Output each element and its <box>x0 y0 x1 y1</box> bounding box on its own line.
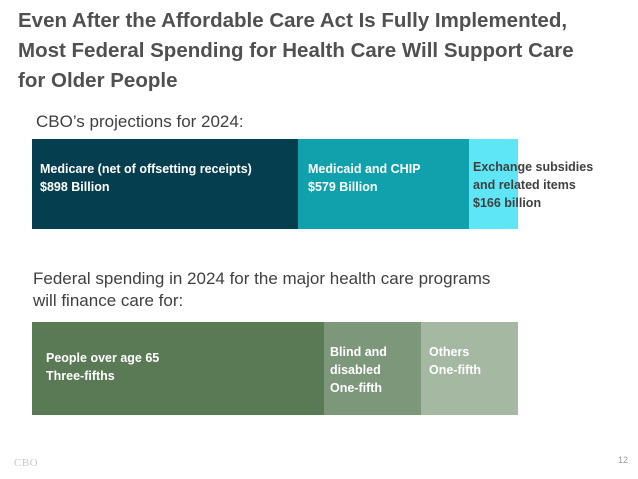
segment-label-line: Blind and <box>330 345 387 359</box>
segment-label-line: Medicaid and CHIP <box>308 162 421 176</box>
chart1-subtitle: CBO’s projections for 2024: <box>36 112 244 131</box>
segment-label: Exchange subsidies and related items $166 … <box>473 158 593 212</box>
bar-segment-people-over-age-65: People over age 65 Three-fifths <box>32 322 324 415</box>
segment-label: Medicare (net of offsetting receipts) $89… <box>40 160 252 196</box>
segment-label-line: $579 Billion <box>308 180 378 194</box>
segment-label: People over age 65 Three-fifths <box>46 349 159 385</box>
bar-segment-blind-and-disabled: Blind and disabled One-fifth <box>324 322 421 415</box>
segment-label-line: $166 billion <box>473 196 542 210</box>
segment-label-line: and related items <box>473 178 576 192</box>
cbo-logo: CBO <box>14 457 39 469</box>
segment-label-line: $898 Billion <box>40 180 110 194</box>
page-title: Even After the Affordable Care Act Is Fu… <box>18 9 574 92</box>
bar-segment-medicaid-and-chip: Medicaid and CHIP $579 Billion <box>298 139 469 229</box>
segment-label-line: One-fifth <box>330 381 383 395</box>
bar-segment-exchange-subsidies-and-related-items: Exchange subsidies and related items $166 … <box>469 139 593 229</box>
chart2-subtitle: Federal spending in 2024 for the major h… <box>33 269 491 310</box>
segment-label-line: Medicare (net of offsetting receipts) <box>40 162 252 176</box>
segment-label-line: Others <box>429 345 470 359</box>
page-number: 12 <box>617 455 628 465</box>
segment-label-line: Exchange subsidies <box>473 160 594 174</box>
segment-label: Blind and disabled One-fifth <box>330 343 387 397</box>
bar-segment-others: Others One-fifth <box>421 322 518 415</box>
spending-projection-bar-chart: Medicare (net of offsetting receipts) $89… <box>32 139 593 229</box>
segment-label-line: People over age 65 <box>46 351 160 365</box>
segment-label: Others One-fifth <box>429 343 481 379</box>
segment-label: Medicaid and CHIP $579 Billion <box>308 160 421 196</box>
segment-label-line: One-fifth <box>429 363 482 377</box>
segment-label-line: disabled <box>330 363 381 377</box>
segment-label-line: Three-fifths <box>46 369 115 383</box>
beneficiary-share-bar-chart: People over age 65 Three-fifths Blind and d… <box>32 322 518 415</box>
bar-segment-medicare-net-of-offsetting-receipts: Medicare (net of offsetting receipts) $89… <box>32 139 298 229</box>
